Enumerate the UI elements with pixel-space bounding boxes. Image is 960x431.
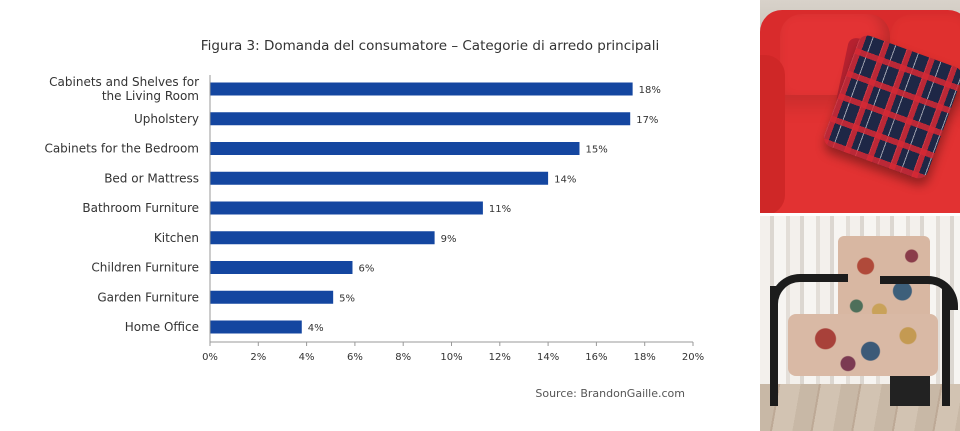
x-tick-label: 20%: [682, 352, 704, 363]
bar-value-label: 18%: [639, 85, 661, 96]
photo-panel: [760, 0, 960, 431]
bar-value-label: 17%: [636, 115, 658, 126]
bar: [210, 320, 302, 334]
category-label: Cabinets for the Bedroom: [44, 142, 199, 156]
x-tick-label: 8%: [395, 352, 411, 363]
bar: [210, 201, 483, 215]
bar-chart: Figura 3: Domanda del consumatore – Cate…: [44, 38, 704, 400]
chart-title: Figura 3: Domanda del consumatore – Cate…: [201, 38, 659, 54]
bar: [210, 261, 353, 274]
bar: [210, 112, 631, 126]
armchair-seat: [788, 314, 938, 376]
bars-layer: 18% Cabinets and Shelves for the Living Ro…: [44, 75, 660, 334]
bar-value-label: 11%: [489, 204, 511, 215]
x-tick-label: 2%: [250, 352, 266, 363]
chart-area: Figura 3: Domanda del consumatore – Cate…: [44, 38, 704, 400]
bar: [210, 290, 334, 304]
source-label: Source: BrandonGaille.com: [535, 387, 685, 400]
x-ticks-layer: 0% 2% 4% 6% 8% 10% 12% 14% 16% 18% 20%: [202, 342, 704, 363]
bar: [210, 142, 580, 155]
x-tick-label: 6%: [347, 352, 363, 363]
bar: [210, 171, 549, 185]
category-label: Upholstery: [134, 112, 199, 126]
bar-value-label: 6%: [358, 264, 374, 275]
category-label: Cabinets and Shelves for the Living Room: [49, 75, 199, 103]
bar-value-label: 15%: [585, 145, 607, 156]
bar: [210, 82, 633, 96]
category-label: Bed or Mattress: [104, 171, 199, 185]
x-tick-label: 16%: [585, 352, 607, 363]
x-tick-label: 12%: [489, 352, 511, 363]
category-label: Bathroom Furniture: [82, 201, 199, 215]
x-tick-label: 10%: [440, 352, 462, 363]
bar: [210, 231, 435, 245]
category-label: Kitchen: [154, 231, 199, 245]
bar-value-label: 14%: [554, 174, 576, 185]
x-tick-label: 18%: [634, 352, 656, 363]
category-label: Children Furniture: [91, 261, 199, 275]
x-tick-label: 4%: [299, 352, 315, 363]
bar-value-label: 5%: [339, 293, 355, 304]
sofa-photo: [760, 0, 960, 213]
bar-value-label: 4%: [308, 323, 324, 334]
category-label: Garden Furniture: [97, 290, 199, 304]
x-tick-label: 0%: [202, 352, 218, 363]
bar-value-label: 9%: [441, 234, 457, 245]
armchair-photo: [760, 216, 960, 431]
category-label: Home Office: [125, 320, 199, 334]
x-tick-label: 14%: [537, 352, 559, 363]
